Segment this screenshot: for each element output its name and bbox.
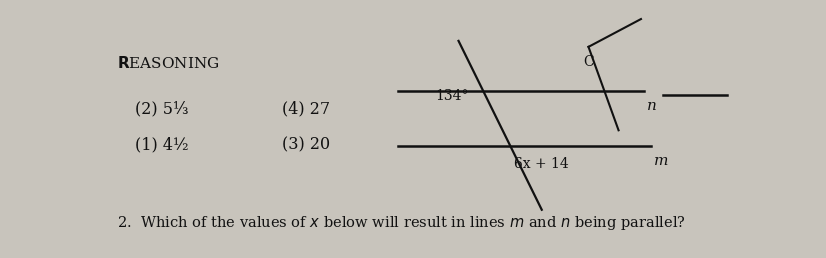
Text: C: C [583, 55, 594, 69]
Text: (1) 4½: (1) 4½ [135, 136, 189, 153]
Text: $\mathbf{R}$EASONING: $\mathbf{R}$EASONING [117, 55, 220, 71]
Text: (4) 27: (4) 27 [282, 101, 330, 117]
Text: (2) 5⅓: (2) 5⅓ [135, 101, 189, 117]
Text: 134°: 134° [435, 88, 468, 103]
Text: 6x + 14: 6x + 14 [514, 157, 568, 171]
Text: (3) 20: (3) 20 [282, 136, 330, 153]
Text: m: m [654, 154, 668, 168]
Text: 2.  Which of the values of $x$ below will result in lines $m$ and $n$ being para: 2. Which of the values of $x$ below will… [117, 214, 686, 232]
Text: n: n [648, 99, 657, 112]
